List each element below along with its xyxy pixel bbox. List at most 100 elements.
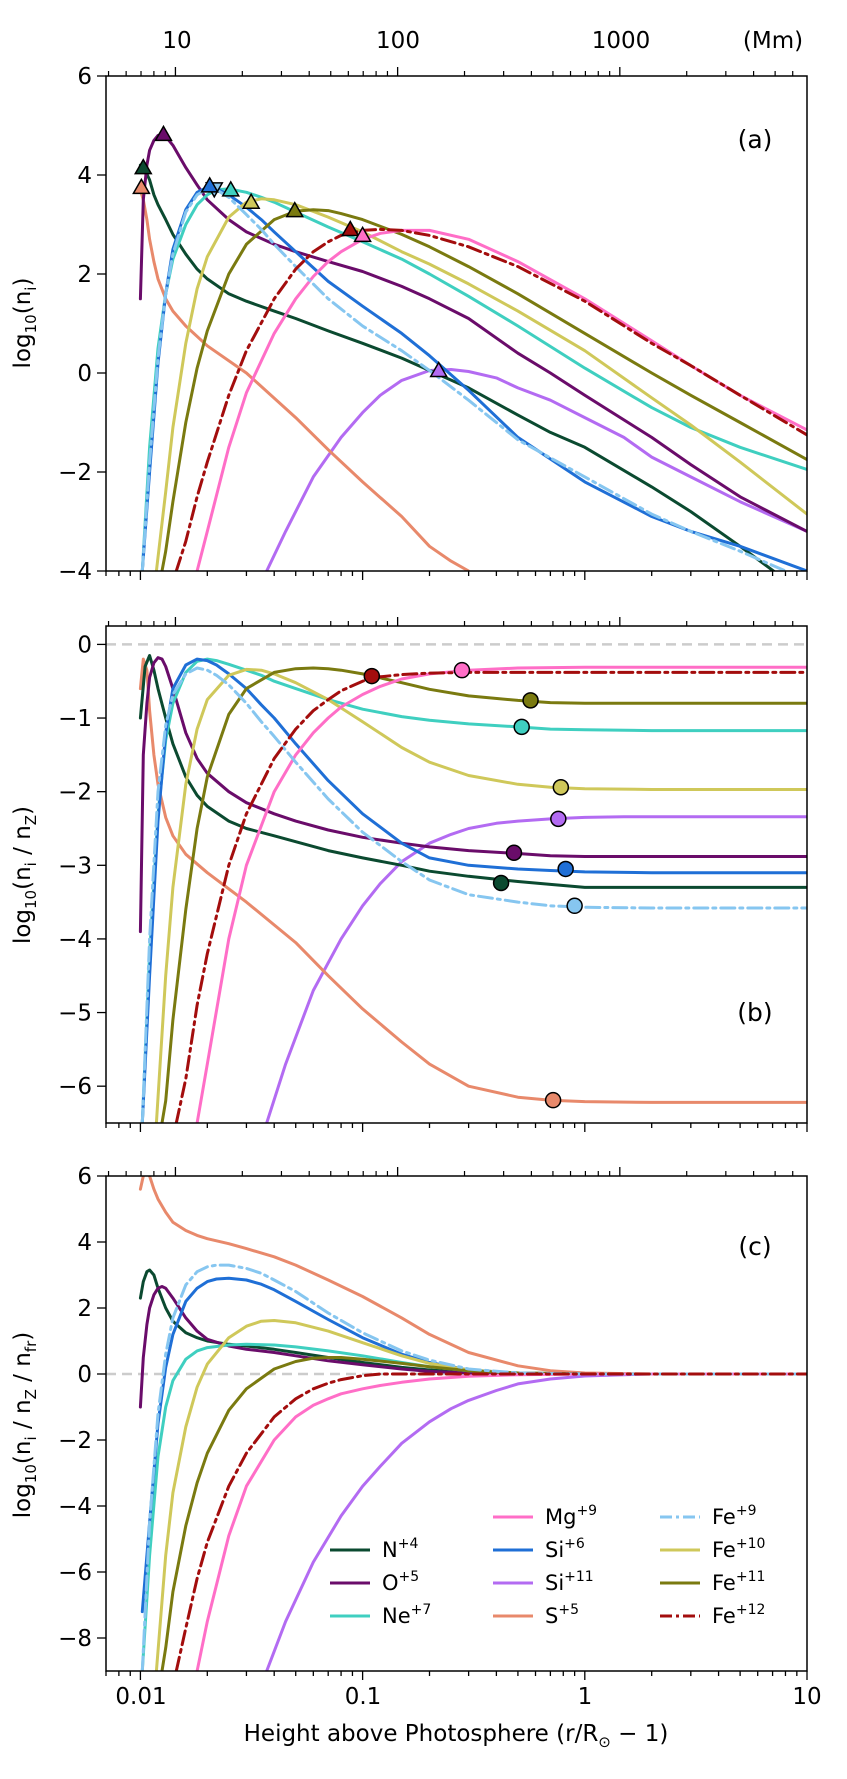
- panel-a: −4 −2 0 2 4 6 (a) log10(ni): [10, 64, 808, 585]
- series-line-feplus9: [140, 1263, 807, 1671]
- marker-feplus9: [566, 897, 583, 915]
- legend-entry: Si+11: [493, 1569, 594, 1595]
- series-line-siplus11: [265, 1372, 807, 1671]
- series-line-feplus11: [160, 666, 807, 1123]
- legend-label: Si+11: [545, 1569, 594, 1595]
- x-tick-label: 1: [578, 1684, 593, 1710]
- legend-entry: Fe+10: [660, 1536, 765, 1562]
- top-axis-unit: (Mm): [743, 28, 803, 54]
- y-tick-label: 2: [77, 262, 92, 288]
- y-tick-label: −6: [58, 1560, 92, 1586]
- y-tick-label: −6: [58, 1074, 92, 1100]
- panel-c: −8 −6 −4 −2 0 2 4 6 (c) log10(ni / nZ / nfr) N+…: [10, 1164, 808, 1680]
- legend-label: Fe+9: [712, 1503, 757, 1529]
- panel-b-label: (b): [737, 998, 772, 1027]
- panel-b: −6 −5 −4 −3 −2 −1 0 (b) log10(ni / nZ): [10, 617, 808, 1132]
- top-axis: 10 100 1000 (Mm): [162, 28, 803, 54]
- panel-b-ylabel: log10(ni / nZ): [10, 806, 40, 944]
- legend-label: Si+6: [545, 1536, 585, 1562]
- legend-entry: Mg+9: [493, 1503, 597, 1529]
- panel-a-lines: [138, 132, 807, 571]
- panel-c-ylabel: log10(ni / nZ / nfr): [10, 1332, 40, 1519]
- legend: N+4 O+5 Ne+7 Mg+9 Si+6 Si+11 S+5 Fe+9 Fe+10 Fe+11…: [330, 1503, 765, 1628]
- marker-neplus7: [513, 718, 530, 736]
- panel-a-ticks: −4 −2 0 2 4 6: [58, 64, 808, 585]
- series-line-mgplus9: [195, 665, 807, 1123]
- marker-siplus11: [429, 361, 448, 378]
- y-tick-label: −2: [58, 460, 92, 486]
- series-line-oplus5: [138, 656, 807, 934]
- legend-label: N+4: [382, 1536, 418, 1562]
- marker-feplus11: [522, 692, 539, 709]
- top-tick-label: 10: [162, 28, 191, 54]
- series-line-feplus11: [160, 208, 807, 571]
- series-line-mgplus9: [195, 228, 807, 571]
- series-line-siplus11: [265, 815, 807, 1123]
- panel-a-markers: [132, 124, 448, 378]
- marker-neplus7: [221, 180, 241, 197]
- panel-c-lines: [138, 1176, 807, 1671]
- legend-label: O+5: [382, 1569, 419, 1595]
- legend-entry: N+4: [330, 1536, 418, 1562]
- legend-label: Ne+7: [382, 1602, 431, 1628]
- y-tick-label: −1: [58, 706, 92, 732]
- y-tick-label: −2: [58, 780, 92, 806]
- panel-a-ylabel: log10(ni): [10, 278, 40, 369]
- marker-nplus4: [492, 874, 510, 892]
- legend-label: Fe+10: [712, 1536, 765, 1562]
- panel-a-label: (a): [738, 125, 773, 154]
- series-line-feplus9: [140, 187, 787, 571]
- legend-entry: Si+6: [493, 1536, 585, 1562]
- x-tick-label: 0.01: [115, 1684, 166, 1710]
- series-line-feplus12: [174, 670, 807, 1123]
- marker-mgplus9: [353, 225, 372, 243]
- series-line-splus5: [138, 1176, 807, 1376]
- series-line-splus5: [138, 188, 471, 571]
- y-tick-label: −8: [58, 1626, 92, 1652]
- y-tick-label: 0: [77, 632, 92, 658]
- marker-feplus12: [363, 667, 381, 685]
- marker-feplus11: [285, 201, 305, 218]
- marker-oplus5: [505, 844, 523, 862]
- series-line-siplus6: [140, 657, 807, 1123]
- marker-feplus12: [340, 219, 360, 237]
- marker-siplus6: [200, 176, 219, 193]
- x-axis: 0.01 0.1 1 10 Height above Photosphere (…: [115, 1684, 821, 1751]
- y-tick-label: −2: [58, 1428, 92, 1454]
- legend-entry: Ne+7: [330, 1602, 431, 1628]
- panel-b-markers: [363, 661, 583, 1109]
- y-tick-label: 0: [77, 1362, 92, 1388]
- legend-entry: Fe+12: [660, 1602, 765, 1628]
- panel-c-ticks: −8 −6 −4 −2 0 2 4 6: [58, 1164, 808, 1680]
- marker-siplus6: [557, 860, 574, 878]
- legend-entry: S+5: [493, 1602, 579, 1628]
- legend-label: Fe+12: [712, 1602, 765, 1628]
- x-tick-label: 0.1: [345, 1684, 382, 1710]
- series-line-feplus12: [174, 1372, 807, 1671]
- top-tick-label: 100: [376, 28, 420, 54]
- series-line-splus5: [138, 657, 807, 1104]
- panel-c-frame: [105, 1175, 808, 1672]
- legend-entry: Fe+11: [660, 1569, 765, 1595]
- legend-label: Mg+9: [545, 1503, 597, 1529]
- panel-b-frame: [105, 625, 808, 1124]
- marker-siplus11: [550, 810, 567, 828]
- panel-c-label: (c): [738, 1232, 771, 1261]
- series-line-neplus7: [140, 187, 807, 571]
- series-line-feplus12: [174, 227, 807, 571]
- marker-feplus10: [241, 192, 261, 209]
- y-tick-label: 2: [77, 1296, 92, 1322]
- series-line-nplus4: [138, 654, 807, 889]
- legend-label: S+5: [545, 1602, 579, 1628]
- y-tick-label: −5: [58, 1001, 92, 1027]
- top-tick-label: 1000: [592, 28, 651, 54]
- legend-entry: Fe+9: [660, 1503, 757, 1529]
- x-tick-label: 10: [792, 1684, 821, 1710]
- y-tick-label: 6: [77, 1164, 92, 1190]
- x-axis-label: Height above Photosphere (r/R⊙ − 1): [244, 1721, 669, 1751]
- y-tick-label: 0: [77, 361, 92, 387]
- series-line-siplus6: [140, 185, 807, 571]
- y-tick-label: −4: [58, 927, 92, 953]
- y-tick-label: −4: [58, 1494, 92, 1520]
